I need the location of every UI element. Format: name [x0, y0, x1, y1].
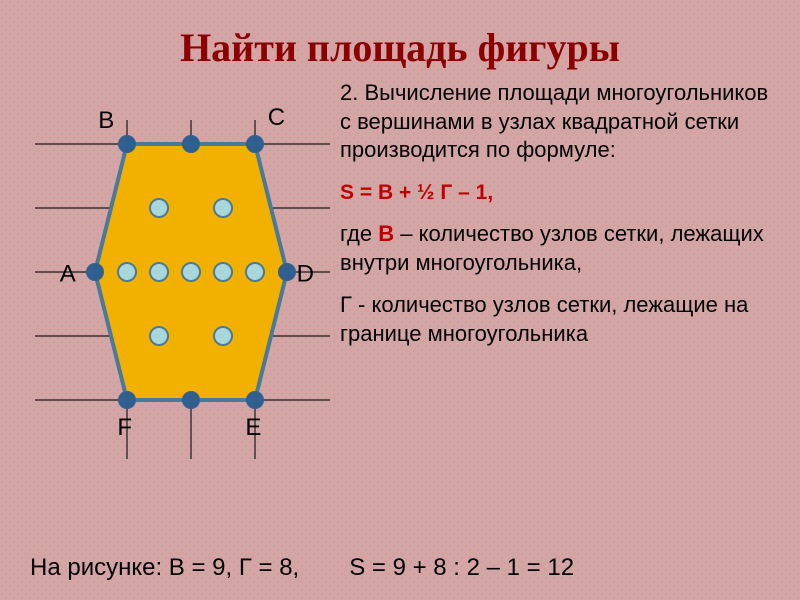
- b-rest: – количество узлов сетки, лежащих внутри…: [340, 221, 764, 275]
- hexagon-diagram: A B C D E F: [10, 79, 330, 459]
- g-def-text: Г - количество узлов сетки, лежащие на г…: [340, 291, 780, 348]
- svg-text:F: F: [117, 414, 132, 441]
- svg-text:B: B: [98, 107, 114, 134]
- where-prefix: где: [340, 221, 378, 246]
- where-b-text: где В – количество узлов сетки, лежащих …: [340, 220, 780, 277]
- formula-text: S = В + ½ Г – 1,: [340, 179, 780, 206]
- explanation: 2. Вычисление площади многоугольников с …: [340, 79, 780, 459]
- bottom-right: S = 9 + 8 : 2 – 1 = 12: [349, 554, 574, 582]
- bottom-line: На рисунке: В = 9, Г = 8, S = 9 + 8 : 2 …: [0, 554, 800, 582]
- svg-text:E: E: [245, 414, 261, 441]
- b-letter: В: [378, 221, 394, 246]
- intro-text: 2. Вычисление площади многоугольников с …: [340, 79, 780, 165]
- svg-text:A: A: [60, 261, 76, 288]
- page-title: Найти площадь фигуры: [0, 0, 800, 79]
- diagram-container: A B C D E F: [10, 79, 330, 459]
- svg-text:C: C: [268, 104, 285, 131]
- bottom-left: На рисунке: В = 9, Г = 8,: [30, 554, 299, 582]
- content-row: A B C D E F 2. Вычисление площади многоугольн…: [0, 79, 800, 459]
- svg-text:D: D: [297, 261, 314, 288]
